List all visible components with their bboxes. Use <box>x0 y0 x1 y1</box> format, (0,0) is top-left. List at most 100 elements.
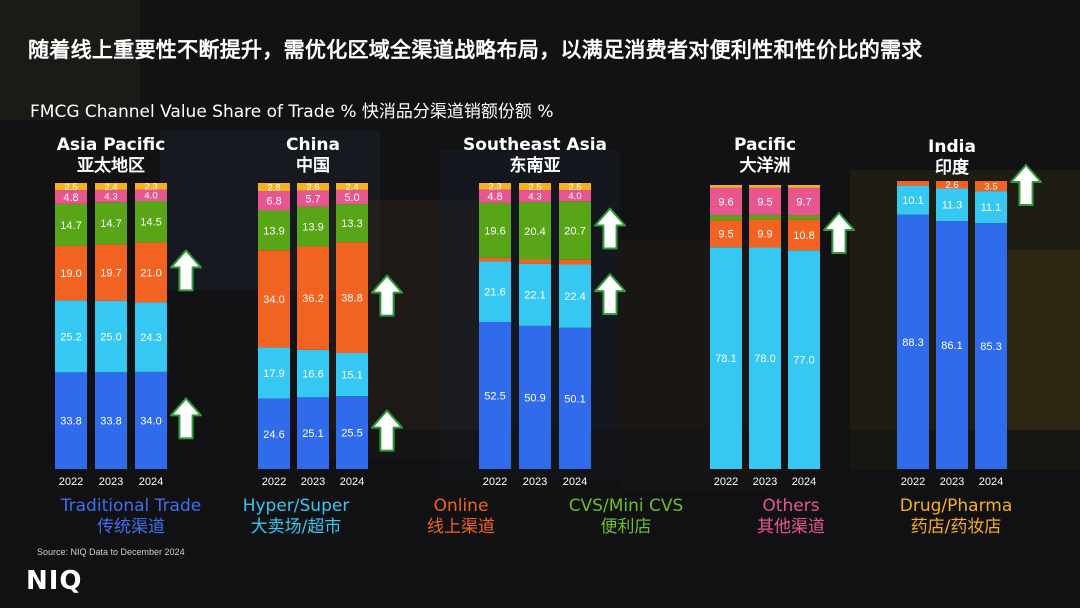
legend-label-en: Traditional Trade <box>60 496 202 516</box>
asia-pacific-bar-2024-others <box>135 189 167 201</box>
southeast-asia-tick-2023: 2023 <box>523 476 547 488</box>
india-label-2022-traditional-trade: 88.3 <box>902 337 923 349</box>
china-title-zh: 中国 <box>296 155 330 176</box>
pacific-label-2024-online: 10.8 <box>793 230 814 242</box>
southeast-asia-bar-2024-cvs-mini-cvs <box>559 201 591 260</box>
asia-pacific-bar-2022-hyper-super <box>55 300 87 373</box>
asia-pacific-label-2022-cvs-mini-cvs: 14.7 <box>60 220 81 232</box>
pacific-bar-2024-hyper-super <box>788 250 820 469</box>
india-title-zh: 印度 <box>935 157 970 178</box>
southeast-asia-label-2024-others: 4.0 <box>568 191 581 202</box>
legend-label-en: Hyper/Super <box>242 496 350 516</box>
china-bar-2022-cvs-mini-cvs <box>258 210 290 251</box>
asia-pacific-bar-2024-online <box>135 242 167 303</box>
southeast-asia-title-zh: 东南亚 <box>510 155 561 176</box>
china-bar-2022-drug-pharma <box>258 183 290 192</box>
pacific-title: Pacific <box>734 135 796 155</box>
southeast-asia-bar-2022-drug-pharma <box>479 183 511 190</box>
asia-pacific-label-2023-traditional-trade: 33.8 <box>100 416 121 428</box>
india-label-2023-hyper-super: 11.3 <box>942 200 963 212</box>
china-label-2023-cvs-mini-cvs: 13.9 <box>302 222 323 234</box>
pacific-bar-2024-others <box>788 187 820 216</box>
legend-item-drug-pharma: Drug/Pharma 药店/药妆店 <box>881 496 1031 538</box>
asia-pacific-bar-2022-others <box>55 190 87 204</box>
asia-pacific-bar-2022-online <box>55 245 87 301</box>
india-bar-2024-online <box>975 181 1007 192</box>
india-bar-2023-hyper-super <box>936 188 968 222</box>
asia-pacific-tick-2023: 2023 <box>99 476 123 488</box>
legend-label-zh: 药店/药妆店 <box>910 517 1002 537</box>
pacific-bar-2022-hyper-super <box>710 247 742 469</box>
pacific-bar-2024-cvs-mini-cvs <box>788 215 820 220</box>
china-label-2024-others: 5.0 <box>344 192 359 204</box>
chart-subtitle: FMCG Channel Value Share of Trade % 快消品分… <box>30 102 554 122</box>
southeast-asia-label-2023-hyper-super: 22.1 <box>524 290 545 302</box>
pacific-label-2022-online: 9.5 <box>718 229 733 241</box>
india-label-2023-traditional-trade: 86.1 <box>941 340 962 352</box>
legend-item-online: Online 线上渠道 <box>401 496 521 538</box>
southeast-asia-bar-2024-traditional-trade <box>559 327 591 469</box>
china-up-arrow-online-icon <box>371 274 403 317</box>
china-bar-2022-traditional-trade <box>258 398 290 469</box>
southeast-asia-bar-2022-others <box>479 189 511 203</box>
southeast-asia-label-2023-drug-pharma: 2.5 <box>528 182 541 193</box>
southeast-asia-label-2022-drug-pharma: 2.3 <box>488 182 501 193</box>
asia-pacific-label-2024-traditional-trade: 34.0 <box>140 415 161 427</box>
pacific-bar-2024-online <box>788 219 820 251</box>
india-bar-2023-online <box>936 181 968 189</box>
southeast-asia-up-arrow-hyper-super-icon <box>594 273 626 316</box>
southeast-asia-title: Southeast Asia <box>463 135 607 155</box>
china-title: China <box>286 135 340 155</box>
china-tick-2022: 2022 <box>262 476 286 488</box>
asia-pacific-label-2024-hyper-super: 24.3 <box>140 332 161 344</box>
asia-pacific-title-zh: 亚太地区 <box>77 155 145 176</box>
asia-pacific-label-2024-online: 21.0 <box>140 267 161 279</box>
asia-pacific-bar-2023-traditional-trade <box>95 372 127 469</box>
pacific-bar-2024-drug-pharma <box>788 185 820 188</box>
asia-pacific-label-2024-drug-pharma: 2.3 <box>144 182 157 193</box>
asia-pacific-bar-2024-cvs-mini-cvs <box>135 201 167 243</box>
pacific-bar-2022-drug-pharma <box>710 185 742 188</box>
legend-label-zh: 线上渠道 <box>427 517 495 537</box>
southeast-asia-bar-2023-others <box>519 190 551 203</box>
asia-pacific-label-2022-others: 4.8 <box>63 192 78 204</box>
china-bar-2024-drug-pharma <box>336 183 368 190</box>
pacific-label-2023-online: 9.9 <box>757 228 772 240</box>
china-bar-2022-online <box>258 250 290 348</box>
southeast-asia-tick-2024: 2024 <box>563 476 587 488</box>
china-label-2023-drug-pharma: 2.6 <box>306 182 319 193</box>
india-tick-2024: 2024 <box>979 476 1003 488</box>
china-label-2023-online: 36.2 <box>302 293 323 305</box>
legend-item-cvs-mini-cvs: CVS/Mini CVS 便利店 <box>546 496 706 538</box>
asia-pacific-bar-2024-hyper-super <box>135 302 167 372</box>
pacific-label-2022-others: 9.6 <box>718 196 733 208</box>
china-label-2022-online: 34.0 <box>263 294 284 306</box>
asia-pacific-bar-2023-online <box>95 244 127 301</box>
pacific-bar-2023-others <box>749 187 781 215</box>
asia-pacific-label-2022-drug-pharma: 2.5 <box>64 182 77 193</box>
pacific-label-2024-others: 9.7 <box>796 197 811 209</box>
legend-label-zh: 传统渠道 <box>97 517 165 537</box>
india-bar-2022-online <box>897 181 929 186</box>
asia-pacific-tick-2022: 2022 <box>59 476 83 488</box>
india-label-2024-online: 3.5 <box>984 181 997 192</box>
pacific-bar-2022-others <box>710 187 742 216</box>
legend-label-en: Online <box>433 496 489 516</box>
india-label-2024-hyper-super: 11.1 <box>981 202 1002 214</box>
china-label-2024-drug-pharma: 2.4 <box>345 182 358 193</box>
legend-label-en: Drug/Pharma <box>899 496 1013 516</box>
pacific-label-2023-others: 9.5 <box>757 196 772 208</box>
china-bar-2023-hyper-super <box>297 349 329 398</box>
pacific-bar-2023-cvs-mini-cvs <box>749 214 781 220</box>
china-bar-2022-hyper-super <box>258 347 290 399</box>
pacific-tick-2023: 2023 <box>753 476 777 488</box>
china-label-2022-drug-pharma: 2.8 <box>267 182 280 193</box>
legend-label-en: Others <box>762 496 820 516</box>
legend-label-en: CVS/Mini CVS <box>568 496 684 516</box>
asia-pacific-bar-2023-hyper-super <box>95 300 127 373</box>
china-label-2024-online: 38.8 <box>341 293 362 305</box>
asia-pacific-up-arrow-traditional-trade-icon <box>170 397 202 440</box>
southeast-asia-bar-2022-hyper-super <box>479 261 511 322</box>
asia-pacific-label-2023-online: 19.7 <box>100 267 121 279</box>
china-label-2022-hyper-super: 17.9 <box>263 368 284 380</box>
